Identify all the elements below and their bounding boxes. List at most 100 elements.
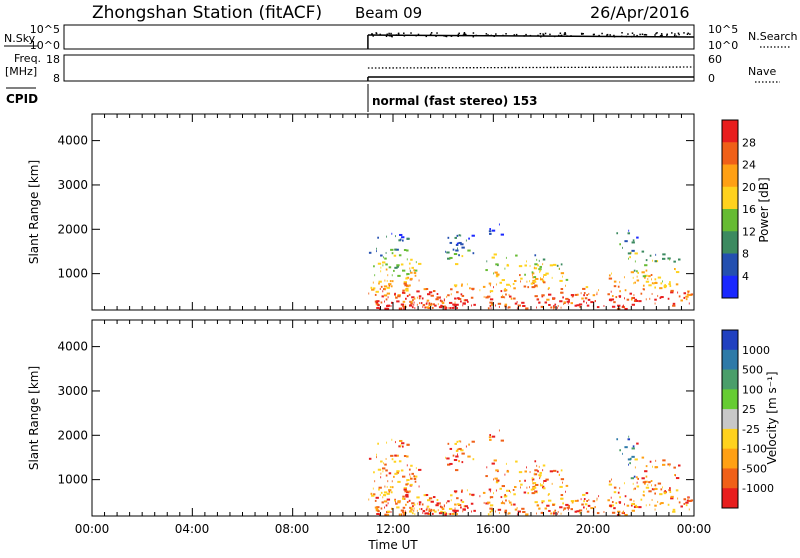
power-cell — [613, 280, 617, 283]
velocity-cell — [485, 475, 488, 478]
velocity-cell — [610, 496, 612, 499]
power-cell — [516, 301, 518, 304]
power-cell — [622, 305, 624, 308]
velocity-cell — [645, 465, 648, 468]
velocity-cell — [400, 469, 404, 472]
velocity-cell — [490, 513, 492, 516]
power-cell — [636, 275, 638, 278]
power-cell — [370, 286, 373, 289]
velocity-cell — [531, 480, 533, 483]
velocity-cell — [541, 501, 544, 504]
velocity-cell — [403, 455, 407, 458]
power-cell — [632, 239, 635, 242]
velocity-cell — [491, 462, 495, 465]
power-cell — [634, 299, 639, 302]
velocity-cell — [380, 491, 383, 494]
power-cell — [583, 292, 586, 295]
power-cell — [611, 298, 615, 301]
colorbar-swatch — [722, 330, 738, 351]
noise-point — [397, 32, 400, 35]
velocity-cell — [430, 500, 434, 503]
velocity-cell — [375, 507, 379, 510]
power-cell — [543, 275, 544, 278]
power-cell — [580, 292, 582, 295]
velocity-cell — [659, 493, 663, 496]
power-cell — [540, 277, 541, 280]
power-cell — [565, 297, 569, 300]
velocity-cell — [389, 486, 392, 489]
power-cell — [552, 305, 555, 308]
velocity-cell — [383, 462, 384, 465]
noise-point — [549, 33, 551, 36]
power-cell — [500, 290, 503, 293]
power-cell — [453, 284, 458, 287]
velocity-cell — [398, 513, 401, 516]
velocity-cell — [571, 501, 573, 504]
noise-right-tick-bottom: 10^0 — [708, 39, 738, 52]
velocity-cell — [493, 492, 494, 495]
power-cell — [662, 280, 663, 283]
power-cell — [641, 250, 645, 253]
power-cell — [538, 259, 540, 262]
velocity-cell — [648, 490, 652, 493]
power-cell — [514, 280, 517, 283]
cpid-value: normal (fast stereo) 153 — [372, 94, 538, 108]
power-cell — [403, 281, 407, 284]
velocity-cell — [386, 492, 390, 495]
velocity-cell — [662, 459, 666, 462]
power-cell — [442, 305, 446, 308]
velocity-cell — [472, 458, 475, 461]
power-cell — [651, 278, 652, 281]
power-cell — [501, 279, 505, 282]
velocity-cell — [582, 493, 586, 496]
velocity-cell — [534, 460, 537, 463]
velocity-cell — [560, 494, 564, 497]
power-cell — [548, 287, 550, 290]
noise-point — [621, 32, 623, 34]
velocity-cell — [513, 493, 516, 496]
velocity-cell — [371, 494, 375, 497]
power-cell — [386, 304, 391, 307]
power-cell — [387, 274, 389, 277]
power-cell — [540, 305, 544, 308]
power-cell — [441, 301, 445, 304]
power-cell — [534, 285, 536, 288]
power-cell — [619, 243, 621, 246]
velocity-echoes — [368, 429, 694, 516]
power-cell — [673, 260, 676, 263]
power-cell — [397, 294, 401, 297]
x-tick-label: 12:00 — [376, 522, 411, 536]
colorbar-tick-label: 8 — [742, 248, 749, 261]
power-cell — [578, 303, 583, 306]
velocity-cell — [556, 512, 558, 515]
power-cell — [428, 302, 430, 305]
velocity-cell — [386, 498, 391, 501]
nsky-label: N.Sky — [4, 32, 36, 45]
power-cell — [462, 304, 464, 307]
velocity-cell — [672, 510, 676, 513]
noise-point — [388, 32, 390, 35]
power-cell — [390, 248, 394, 251]
power-cell — [541, 295, 544, 298]
velocity-cell — [398, 445, 401, 448]
velocity-cell — [489, 510, 492, 513]
velocity-cell — [548, 493, 550, 496]
colorbar-swatch — [722, 253, 738, 277]
power-cell — [493, 272, 494, 275]
noise-point — [490, 34, 493, 37]
power-cell — [385, 298, 388, 301]
power-cell — [669, 281, 671, 284]
power-cell — [377, 262, 382, 265]
velocity-cell — [391, 480, 393, 483]
power-cell — [603, 304, 605, 307]
power-cell — [425, 306, 430, 309]
noise-point — [379, 33, 381, 36]
power-cell — [473, 303, 476, 306]
power-cell — [586, 304, 590, 307]
velocity-cell — [583, 498, 586, 501]
power-cell — [452, 303, 456, 306]
power-cell — [469, 287, 471, 290]
power-cell — [446, 251, 450, 254]
velocity-cell — [541, 500, 545, 503]
power-cell — [380, 285, 383, 288]
